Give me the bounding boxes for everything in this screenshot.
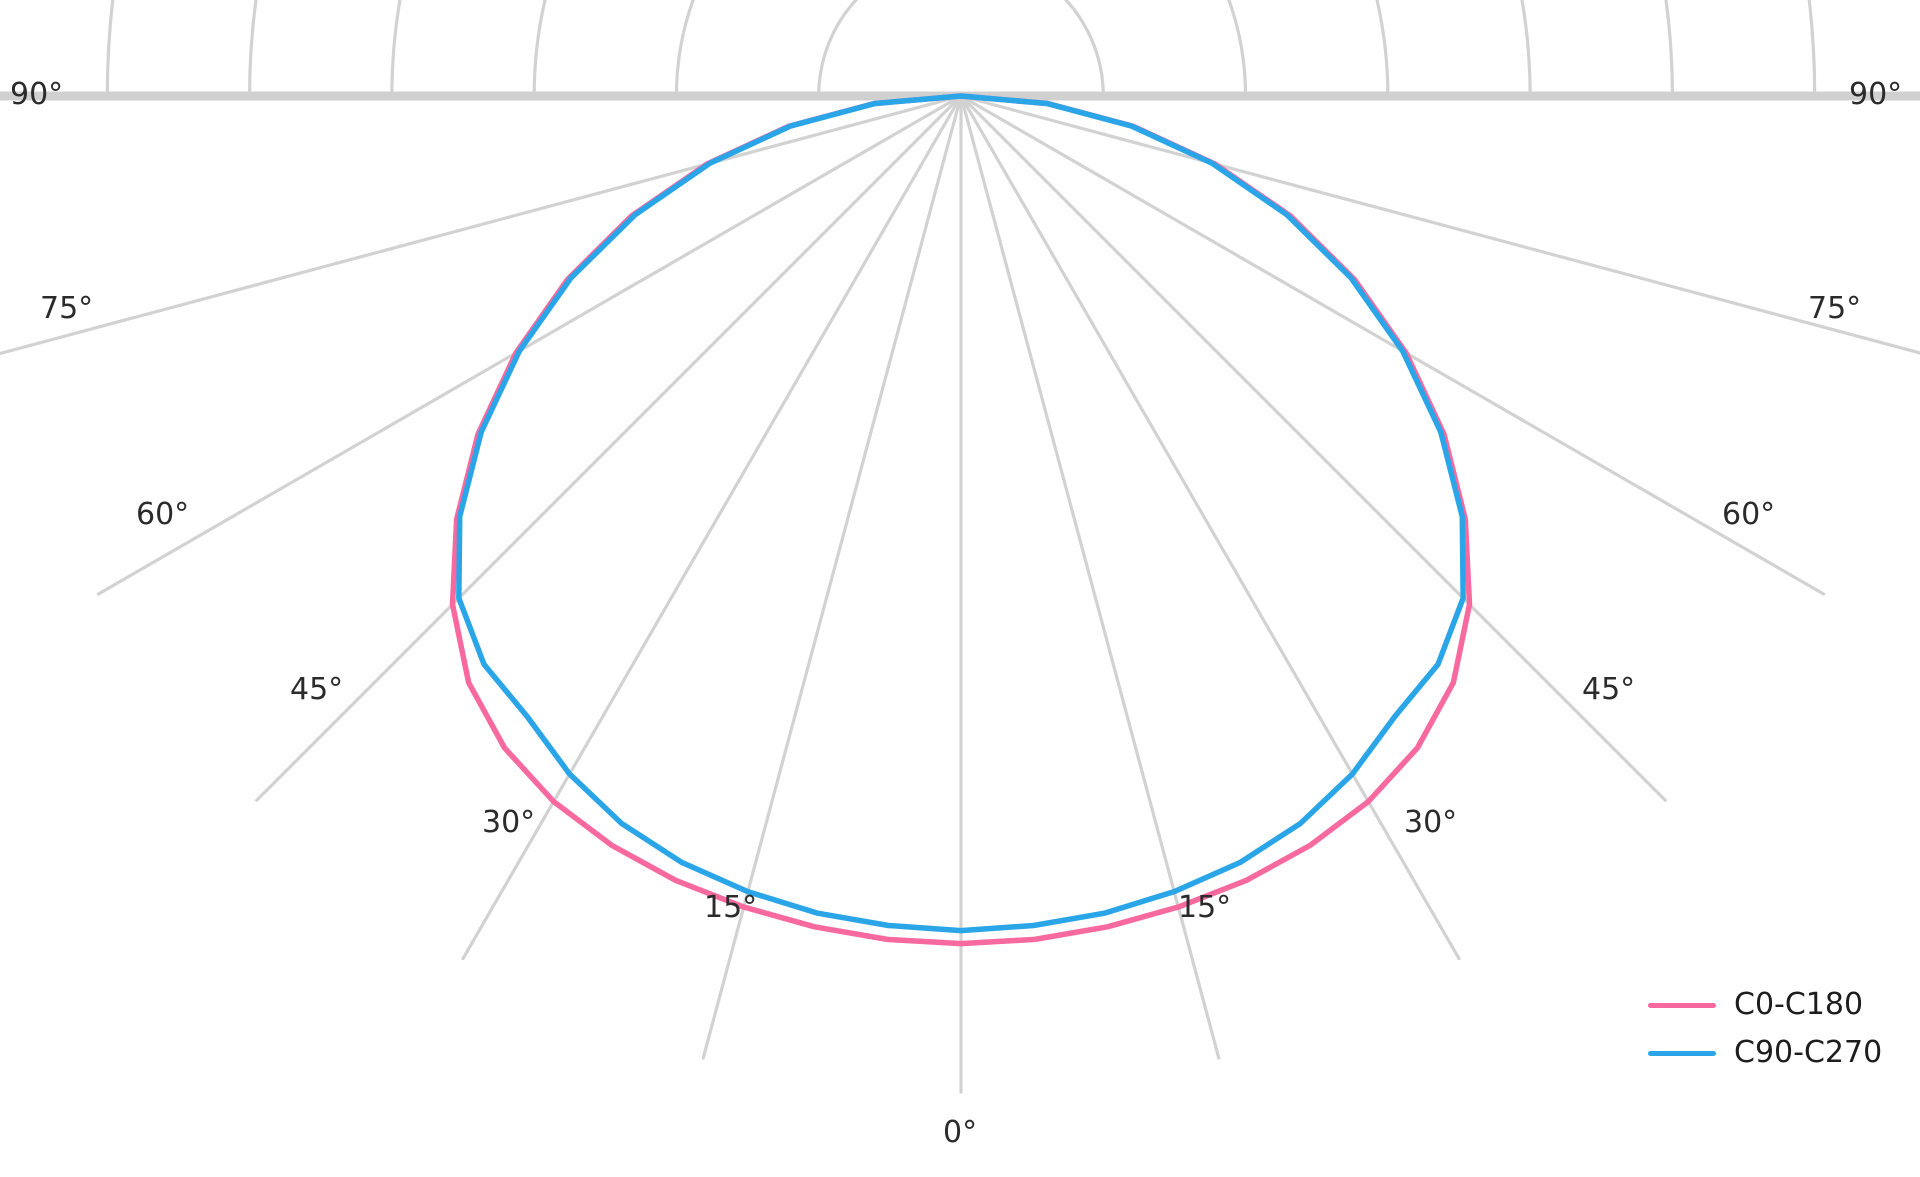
- legend-swatch-c90-c270: [1648, 1050, 1716, 1056]
- polar-ring-3: [532, 0, 1390, 98]
- tick-label-left-15: 15°: [704, 890, 758, 925]
- polar-spoke--15: [701, 94, 963, 1060]
- polar-spoke-75: [959, 94, 1920, 355]
- polar-grid: [0, 0, 1920, 1094]
- tick-label-right-60: 60°: [1722, 497, 1776, 532]
- tick-label-right-45: 45°: [1582, 672, 1636, 707]
- tick-label-right-15: 15°: [1178, 890, 1232, 925]
- polar-outer-boundary: [0, 0, 1920, 96]
- tick-label-left-30: 30°: [482, 805, 536, 840]
- polar-spoke--30: [461, 94, 963, 961]
- legend-swatch-c0-c180: [1648, 1002, 1716, 1008]
- tick-label-center-0: 0°: [943, 1115, 978, 1150]
- polar-spoke-60: [959, 94, 1826, 596]
- polar-spoke-30: [959, 94, 1461, 961]
- tick-label-right-90: 90°: [1849, 77, 1903, 112]
- polar-series-layer: [449, 93, 1473, 947]
- tick-label-left-45: 45°: [290, 672, 344, 707]
- polar-ring-1: [817, 0, 1105, 98]
- polar-ring-4: [392, 0, 1530, 96]
- polar-spoke--60: [96, 94, 963, 596]
- polar-ring-5: [247, 0, 1675, 98]
- legend-label-c90-c270: C90-C270: [1734, 1035, 1883, 1070]
- polar-ring-6: [107, 0, 1814, 96]
- chart-legend: C0-C180 C90-C270: [1648, 990, 1882, 1068]
- polar-spoke--75: [0, 94, 963, 356]
- tick-label-left-90: 90°: [10, 77, 64, 112]
- tick-label-right-30: 30°: [1404, 805, 1458, 840]
- legend-item-c0-c180[interactable]: C0-C180: [1648, 990, 1882, 1020]
- tick-label-left-75: 75°: [40, 291, 94, 326]
- legend-label-c0-c180: C0-C180: [1734, 987, 1864, 1022]
- polar-spoke-15: [959, 94, 1221, 1060]
- tick-label-left-60: 60°: [136, 497, 190, 532]
- polar-ring-2: [674, 0, 1248, 98]
- polar-spoke-45: [959, 94, 1667, 802]
- polar-spoke--45: [255, 94, 963, 802]
- series-curve-c90-c270: [456, 93, 1466, 934]
- legend-item-c90-c270[interactable]: C90-C270: [1648, 1038, 1882, 1068]
- tick-label-right-75: 75°: [1808, 291, 1862, 326]
